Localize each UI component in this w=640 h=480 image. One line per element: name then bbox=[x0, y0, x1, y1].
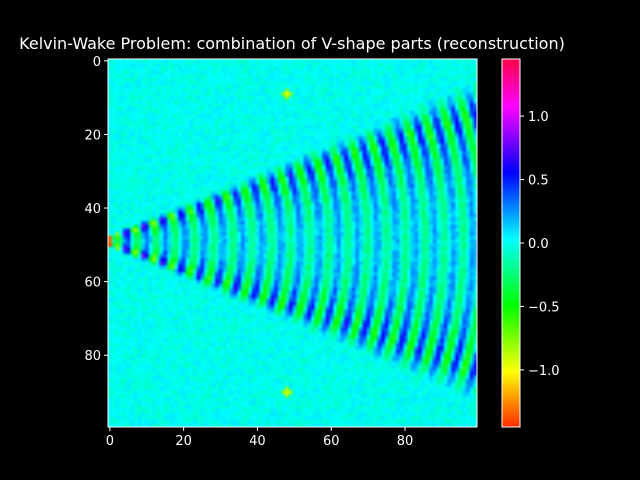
colorbar-tick-label: 1.0 bbox=[528, 110, 549, 125]
x-tick-label: 40 bbox=[249, 434, 266, 449]
x-tick-label: 0 bbox=[106, 434, 114, 449]
colorbar-tick-label: −0.5 bbox=[528, 300, 560, 315]
x-tick-label: 80 bbox=[397, 434, 414, 449]
x-axis: 0 20 40 60 80 bbox=[106, 427, 414, 449]
colorbar-tick-label: 0.5 bbox=[528, 174, 549, 189]
colorbar-gradient bbox=[502, 59, 520, 427]
x-tick-label: 20 bbox=[175, 434, 192, 449]
colorbar-tick-label: 0.0 bbox=[528, 237, 549, 252]
chart-title: Kelvin-Wake Problem: combination of V-sh… bbox=[19, 34, 565, 53]
y-axis: 0 20 40 60 80 bbox=[84, 55, 108, 364]
heatmap-image bbox=[108, 59, 477, 427]
y-tick-label: 60 bbox=[84, 276, 101, 291]
colorbar-axis: 1.0 0.5 0.0 −0.5 −1.0 bbox=[520, 110, 560, 379]
colorbar-tick-label: −1.0 bbox=[528, 364, 560, 379]
x-tick-label: 60 bbox=[323, 434, 340, 449]
y-tick-label: 0 bbox=[93, 55, 101, 70]
heatmap-plot-area bbox=[107, 58, 478, 428]
colorbar: 1.0 0.5 0.0 −0.5 −1.0 bbox=[501, 58, 560, 428]
y-tick-label: 40 bbox=[84, 202, 101, 217]
y-tick-label: 20 bbox=[84, 128, 101, 143]
plot-frame bbox=[107, 58, 478, 428]
y-tick-label: 80 bbox=[84, 349, 101, 364]
